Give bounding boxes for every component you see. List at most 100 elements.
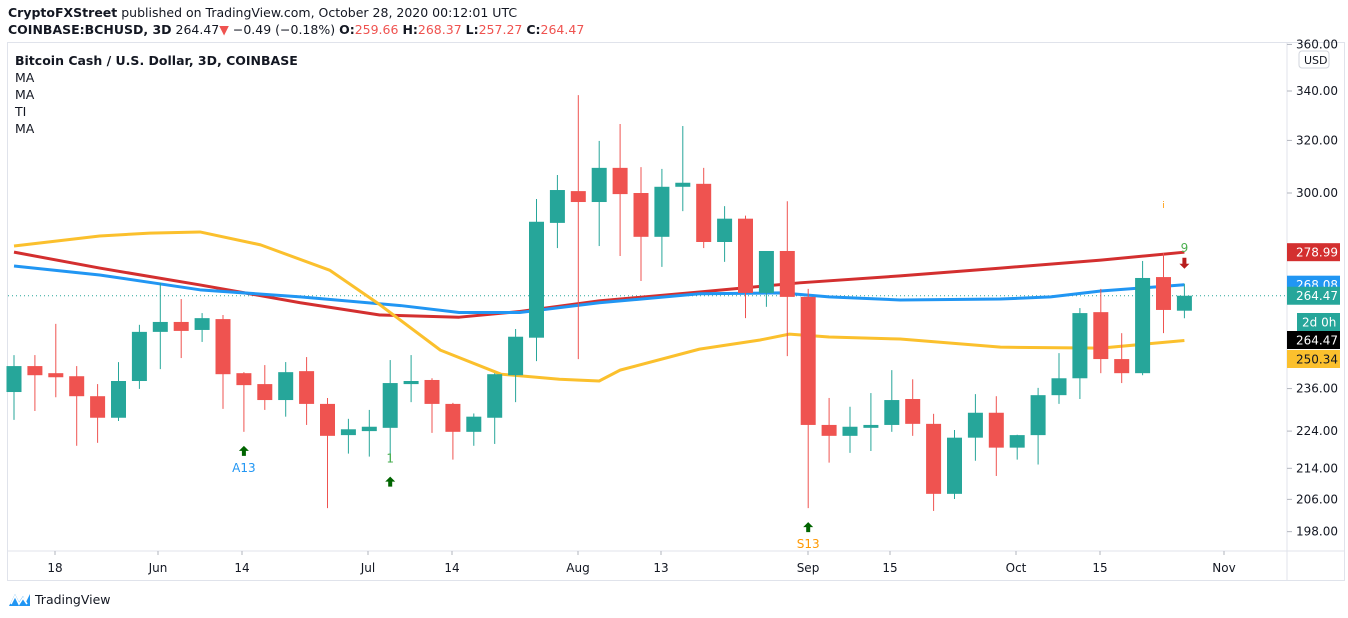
candle [6,355,22,420]
candle-body [905,398,921,424]
candle [111,362,126,421]
candle-body [549,190,565,223]
low-value: 257.27 [478,22,523,37]
candle-body [779,250,795,297]
candle-body [111,381,126,418]
open-value: 259.66 [354,22,399,37]
candle [257,365,273,410]
publish-line: CryptoFXStreet published on TradingView.… [8,5,517,20]
candle [424,378,440,433]
legend-item[interactable]: MA [15,121,35,136]
candle [27,355,43,411]
candle [487,373,503,444]
candle [173,299,189,359]
brand-name: TradingView [35,591,111,607]
moving-average-line-3 [13,230,1185,383]
x-tick-label: 15 [882,561,897,575]
candle-body [612,167,628,195]
candle-body [508,336,524,376]
tradingview-logo[interactable]: TradingView [8,591,111,607]
candle [570,95,586,360]
candle-body [1072,313,1088,379]
candle [926,413,942,511]
candle [48,323,64,398]
moving-average-line-1 [13,250,1185,319]
candle-body [90,396,106,418]
close-value: 264.47 [540,22,585,37]
price-tag [1287,286,1340,305]
open-label: O: [339,22,355,37]
y-tick-label: 340.00 [1296,84,1338,98]
candle-body [654,186,670,237]
y-tick-label: 224.00 [1296,424,1338,438]
candle [194,313,210,342]
candle-body [194,318,210,330]
candle [403,355,419,403]
candle [947,430,962,499]
candle-body [320,403,335,436]
down-arrow-icon [1179,257,1190,269]
signal-label: A13 [232,461,255,475]
candle [278,362,294,417]
change: −0.49 (−0.18%) [232,22,336,37]
x-tick-label: Aug [566,561,589,575]
candle [696,167,712,249]
candle [1072,308,1088,399]
currency-label: USD [1304,54,1328,67]
candle [1114,333,1130,384]
x-tick-label: Oct [1006,561,1027,575]
candle [905,379,921,436]
candle-body [1093,312,1109,360]
up-arrow-icon [385,476,396,487]
x-tick-label: 14 [234,561,249,575]
candle [299,357,315,425]
close-label: C: [526,22,541,37]
candle-body [591,167,607,203]
candle [549,175,565,249]
candle [382,360,398,463]
candle-body [1135,277,1151,374]
chart-frame[interactable] [7,42,1345,581]
candle [1051,353,1067,404]
candle-body [215,319,231,375]
price-tag-label: 2d 0h [1302,316,1336,330]
signal-label: S13 [797,537,820,551]
price-tag [1287,350,1340,368]
candle-body [863,424,879,428]
candle [758,250,774,307]
candle [779,201,795,357]
candle-body [738,218,753,293]
candle [1030,387,1046,465]
candle [361,409,377,457]
legend-item[interactable]: MA [15,70,35,85]
candle [967,394,983,461]
up-arrow-icon [238,445,249,456]
candle-body [340,429,356,436]
legend-item[interactable]: TI [15,104,27,119]
candle [738,215,753,319]
low-label: L: [465,22,479,37]
candle [633,167,649,281]
candle-body [884,400,900,425]
candle-body [800,296,816,425]
candle [529,199,544,362]
candle-body [299,371,315,404]
candle-body [1114,359,1130,374]
chart-legend: Bitcoin Cash / U.S. Dollar, 3D, COINBASE… [15,52,298,137]
last-price: 264.47 [175,22,220,37]
ohlc-line: COINBASE:BCHUSD, 3D 264.47▼ −0.49 (−0.18… [8,22,584,37]
candle-body [445,403,461,432]
x-tick-label: 15 [1092,561,1107,575]
candle-body [758,250,774,293]
candle [800,288,816,509]
signal-label: i [1162,201,1165,211]
price-tag-label: 264.47 [1296,334,1338,348]
y-tick-label: 300.00 [1296,186,1338,200]
candle-body [717,218,733,242]
x-tick-label: Jun [148,561,168,575]
candle [320,397,335,509]
x-tick-label: Jul [360,561,375,575]
legend-item[interactable]: MA [15,87,35,102]
candle-body [487,374,503,418]
